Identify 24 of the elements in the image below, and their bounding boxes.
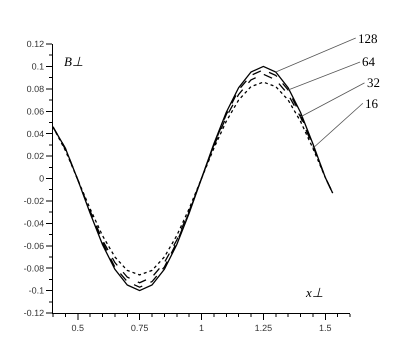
y-tick-label: 0.1 <box>32 62 44 72</box>
y-tick-label: 0.04 <box>26 128 44 139</box>
x-tick-label: 0.75 <box>130 322 148 333</box>
y-tick-label: -0.06 <box>24 240 44 251</box>
x-tick-label: 1.5 <box>318 322 332 333</box>
x-axis-title: x⊥ <box>305 285 323 300</box>
y-tick-label: 0.12 <box>26 39 44 50</box>
y-tick-label: 0 <box>39 174 44 184</box>
y-tick-label: -0.12 <box>24 308 44 318</box>
y-tick-label: 0.02 <box>26 151 44 162</box>
y-tick-label: -0.08 <box>24 263 44 274</box>
y-axis-title: B⊥ <box>64 54 83 69</box>
text: 64 <box>362 54 376 69</box>
y-tick-label: 0.06 <box>26 106 44 116</box>
text: 128 <box>358 31 378 46</box>
y-tick-label: -0.04 <box>24 218 44 228</box>
y-tick-label: -0.1 <box>28 286 44 296</box>
x-tick-label: 0.5 <box>71 322 84 333</box>
y-tick-label: -0.02 <box>24 196 44 206</box>
y-tick-label: 0.08 <box>26 84 44 94</box>
text: 32 <box>367 75 380 90</box>
x-tick-label: 1.25 <box>254 322 272 333</box>
x-tick-label: 1 <box>198 322 204 333</box>
text: 16 <box>365 96 378 111</box>
